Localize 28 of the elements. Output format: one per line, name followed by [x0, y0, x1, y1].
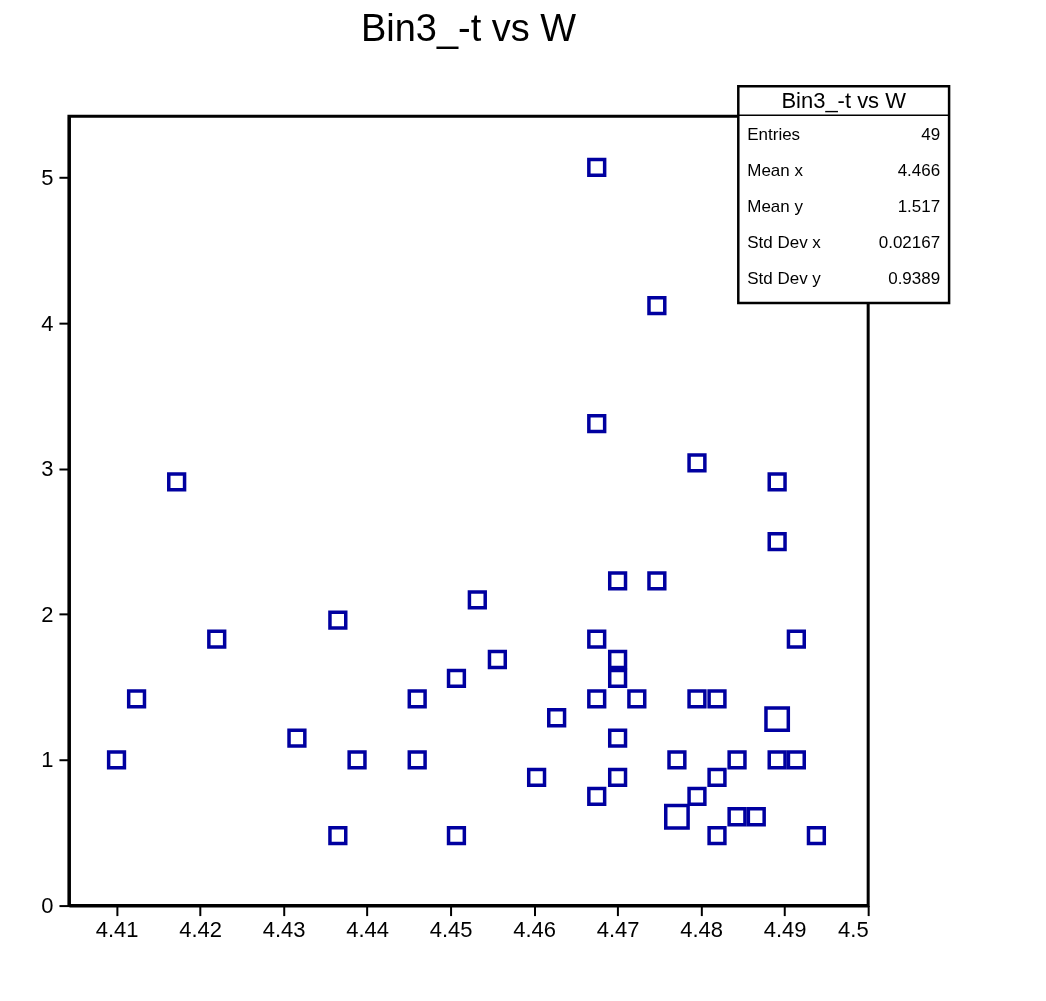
y-tick-label: 4 [41, 310, 54, 336]
y-tick-label: 2 [41, 601, 54, 627]
annotation: Std Dev y [747, 268, 822, 288]
annotation: Mean y [747, 197, 804, 217]
x-tick-label: 4.43 [262, 917, 306, 943]
text: 49 [921, 125, 941, 145]
text: 0.9389 [888, 268, 941, 288]
text: Bin3_-t vs W [781, 87, 907, 113]
y-tick-label: 5 [41, 165, 54, 190]
text: 4.466 [897, 161, 941, 181]
x-tick-label: 4.44 [346, 917, 389, 943]
x-tick-label: 4.42 [179, 917, 222, 943]
x-tick-label: 4.41 [95, 917, 139, 943]
x-tick-label: 4.45 [429, 917, 473, 943]
x-tick-label: 4.47 [596, 917, 640, 943]
annotation: Std Dev x [747, 233, 822, 253]
text: 1.517 [897, 197, 941, 217]
text: 0.02167 [878, 233, 941, 253]
x-tick-label: 4.5 [838, 917, 869, 943]
x-tick-label: 4.48 [680, 917, 724, 943]
annotation: Entries [747, 125, 801, 145]
y-tick-label: 1 [41, 747, 54, 773]
annotation: Mean x [747, 161, 804, 181]
y-tick-label: 0 [41, 893, 54, 919]
y-tick-label: 3 [41, 456, 54, 482]
x-tick-label: 4.49 [763, 917, 807, 943]
x-tick-label: 4.46 [513, 917, 556, 943]
chart-title: Bin3_-t vs W [360, 7, 577, 50]
